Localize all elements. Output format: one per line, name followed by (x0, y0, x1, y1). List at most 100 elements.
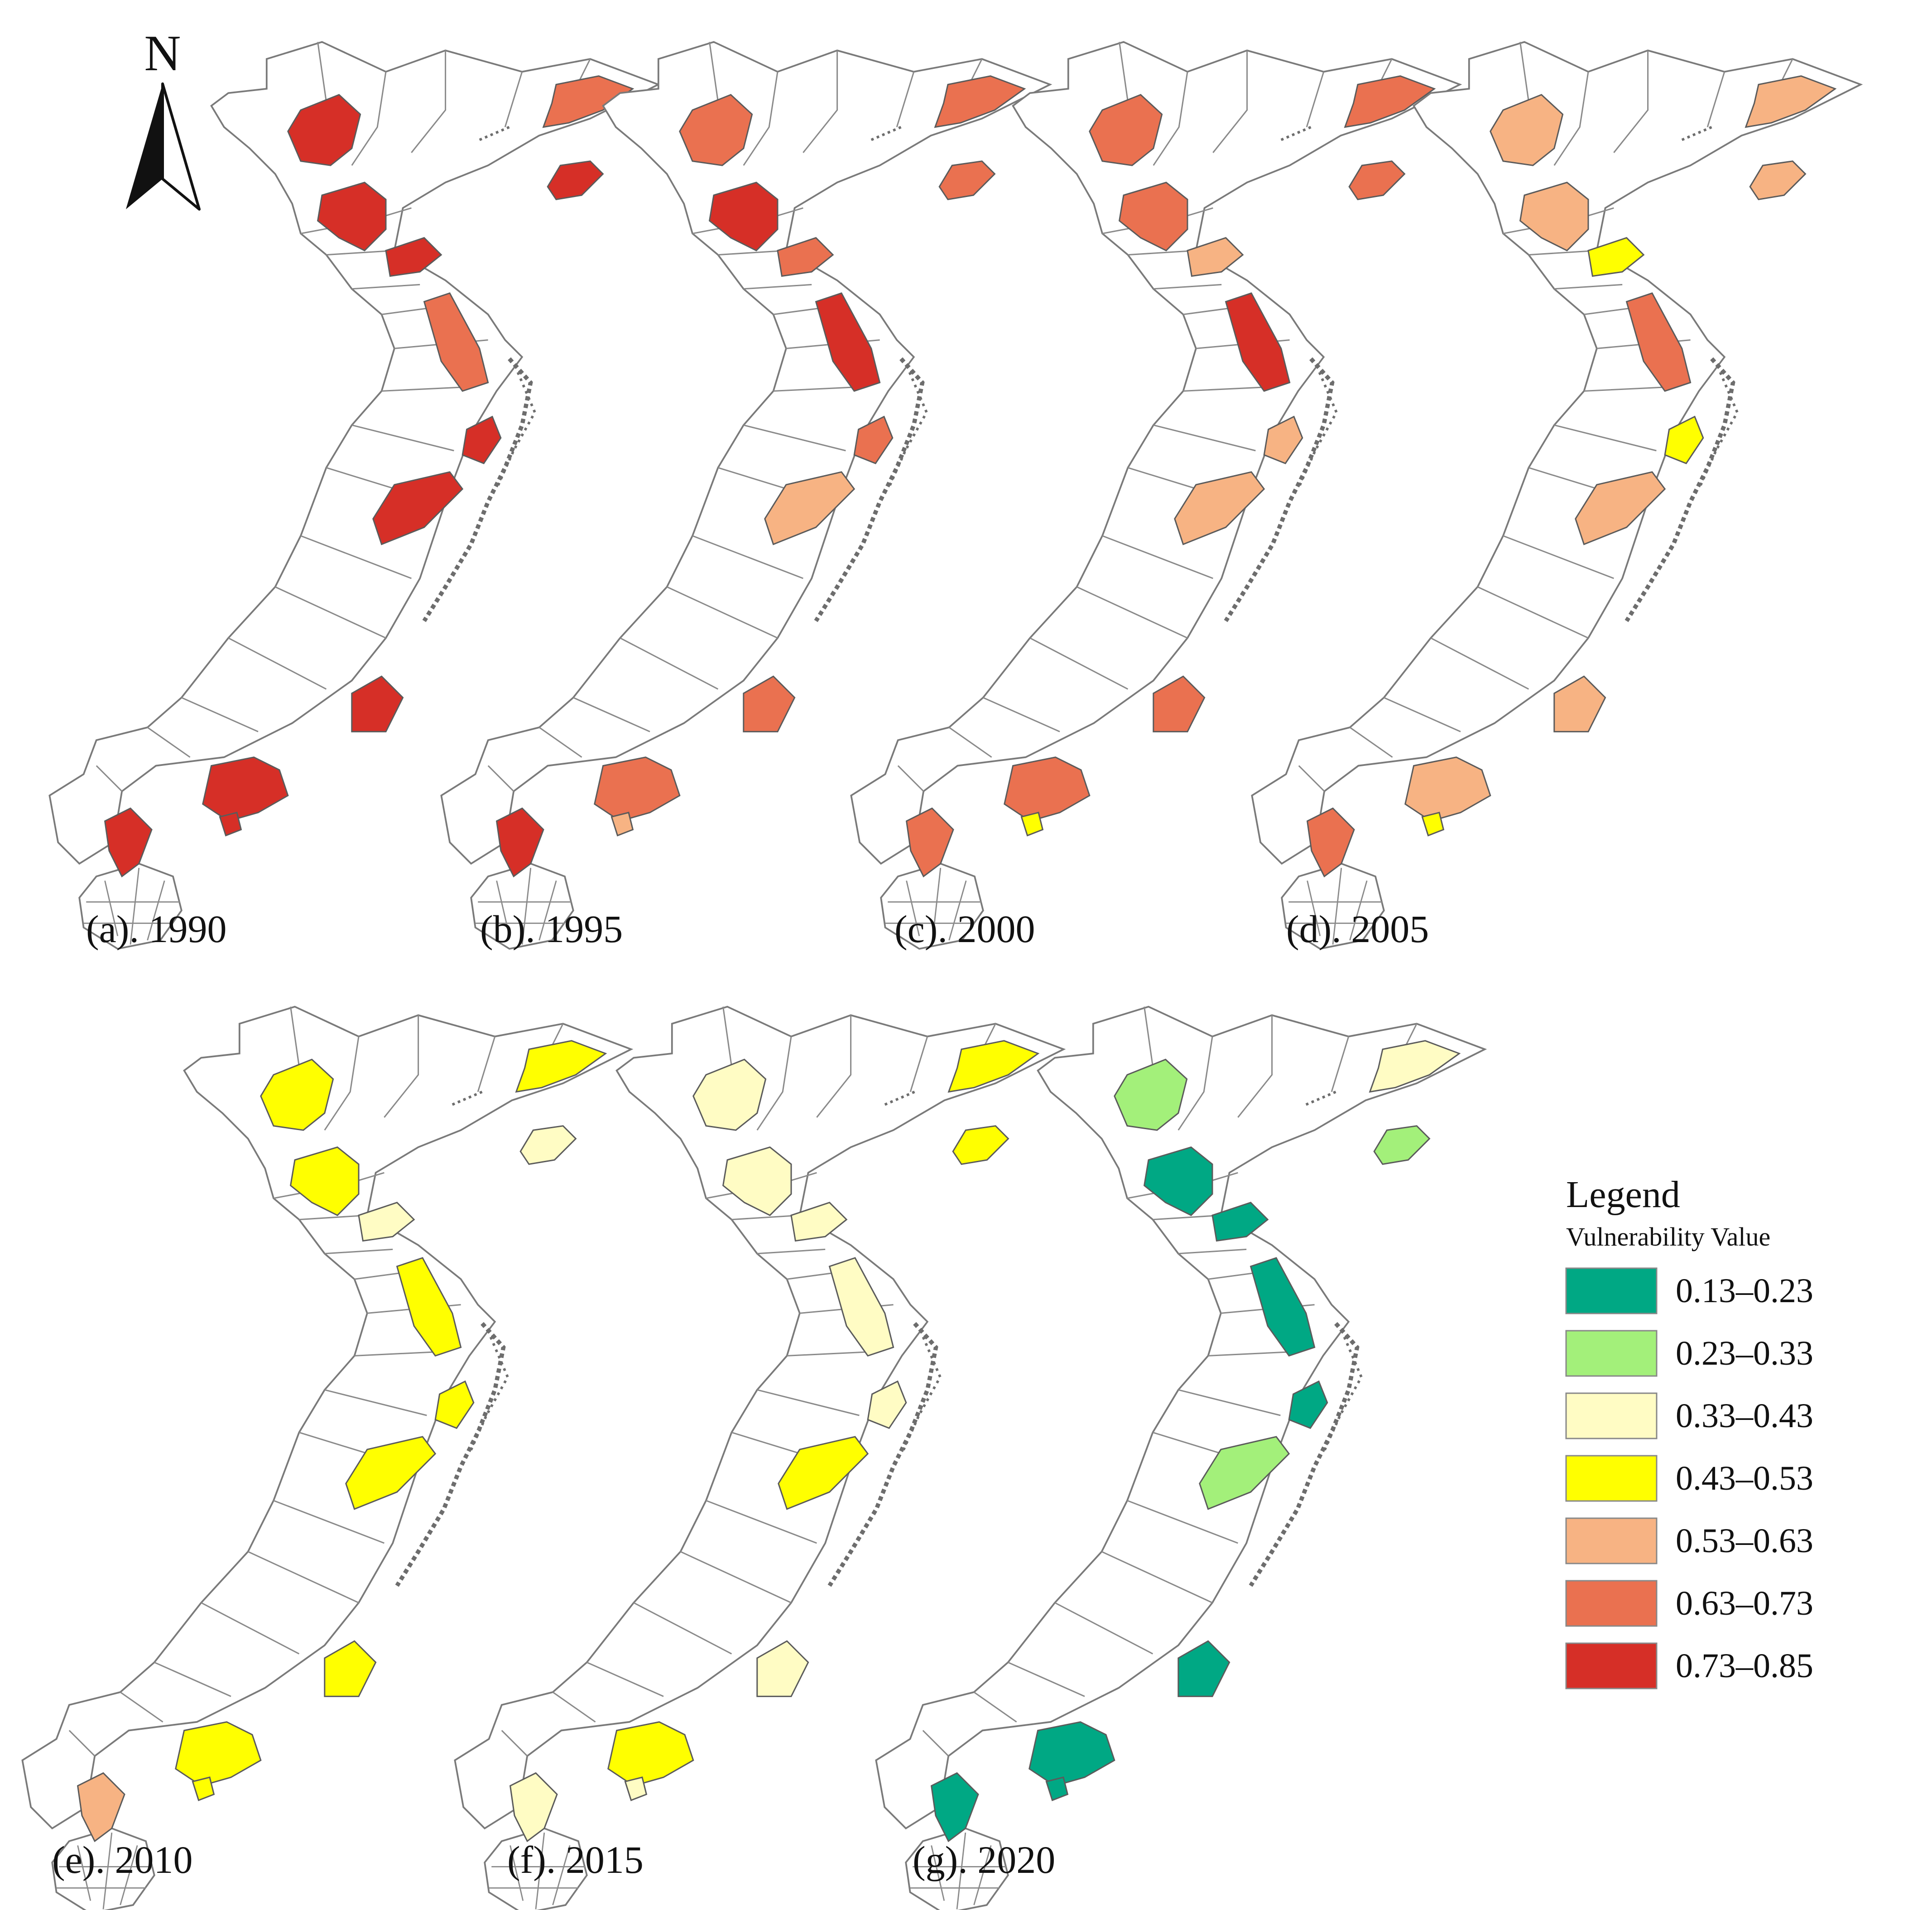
panel-label: (d). 2005 (1286, 907, 1429, 951)
prefecture-p8 (764, 471, 855, 545)
prefecture-p7 (434, 1380, 475, 1429)
prefecture-p10 (175, 1721, 262, 1787)
prefecture-p2 (515, 1040, 607, 1093)
map-panels: (a). 1990 (b). 1995 (c). 2000 (d). 2005 (e).… (22, 42, 1860, 1910)
prefecture-p7 (853, 415, 894, 465)
prefecture-p12 (509, 1772, 558, 1843)
legend-label: 0.13–0.23 (1676, 1272, 1813, 1310)
prefecture-p7 (867, 1380, 907, 1429)
legend-swatch (1565, 1267, 1658, 1314)
prefecture-p1 (679, 94, 753, 166)
prefecture-p5 (1587, 237, 1645, 277)
prefecture-p1 (260, 1058, 334, 1131)
panel-label: (f). 2015 (507, 1838, 644, 1881)
prefecture-p3 (1519, 182, 1589, 252)
north-arrow-right-half (161, 82, 201, 211)
prefecture-p11 (219, 812, 242, 837)
prefecture-p9 (324, 1640, 377, 1697)
prefecture-p2 (1369, 1040, 1461, 1093)
prefecture-p6 (1225, 292, 1291, 392)
legend-swatch (1565, 1517, 1658, 1564)
north-arrow-label: N (144, 25, 181, 82)
legend-label: 0.53–0.63 (1676, 1522, 1813, 1560)
prefecture-p10 (607, 1721, 694, 1787)
prefecture-p8 (778, 1436, 869, 1510)
legend-swatch (1565, 1330, 1658, 1377)
legend-label: 0.23–0.33 (1676, 1334, 1813, 1372)
prefecture-p5 (790, 1202, 848, 1242)
prefecture-p5 (1211, 1202, 1269, 1242)
north-arrow: N (126, 25, 201, 211)
legend-label: 0.73–0.85 (1676, 1647, 1813, 1685)
prefecture-p6 (1625, 292, 1692, 392)
prefecture-p4 (1348, 160, 1406, 201)
prefecture-p12 (905, 807, 954, 878)
prefecture-p4 (938, 160, 996, 201)
prefecture-p11 (1421, 812, 1445, 837)
prefecture-p11 (1020, 812, 1044, 837)
legend-items: 0.13–0.23 0.23–0.33 0.33–0.43 0.43–0.53 0.53… (1565, 1267, 1813, 1689)
prefecture-p2 (947, 1040, 1040, 1093)
map-panel-1 (49, 42, 658, 949)
legend-label: 0.33–0.43 (1676, 1397, 1813, 1435)
prefecture-p10 (1028, 1721, 1115, 1787)
prefecture-p10 (1404, 756, 1491, 822)
prefecture-p7 (1288, 1380, 1328, 1429)
prefecture-p1 (1490, 94, 1564, 166)
prefecture-p9 (1153, 675, 1206, 732)
panel-label: (c). 2000 (894, 907, 1035, 951)
prefecture-p6 (828, 1257, 894, 1357)
prefecture-p1 (692, 1058, 767, 1131)
prefecture-p2 (1344, 75, 1436, 128)
panel-label: (e). 2010 (52, 1838, 192, 1881)
prefecture-p11 (624, 1776, 648, 1801)
legend-label: 0.43–0.53 (1676, 1459, 1813, 1497)
prefecture-p10 (594, 756, 681, 822)
panel-label: (b). 1995 (480, 907, 623, 951)
prefecture-p8 (1199, 1436, 1290, 1510)
map-panel-3 (851, 42, 1460, 949)
prefecture-p7 (1664, 415, 1704, 465)
prefecture-p5 (385, 237, 442, 277)
prefecture-p7 (461, 415, 502, 465)
prefecture-p3 (317, 182, 387, 252)
prefecture-p3 (289, 1146, 360, 1217)
prefecture-p11 (610, 812, 634, 837)
panel-label: (a). 1990 (86, 907, 226, 951)
prefecture-p6 (396, 1257, 462, 1357)
legend-title: Legend (1566, 1174, 1680, 1216)
prefecture-p4 (519, 1125, 577, 1165)
prefecture-p11 (1045, 1776, 1069, 1801)
prefecture-p6 (423, 292, 489, 392)
legend-swatch (1565, 1580, 1658, 1627)
prefecture-p8 (345, 1436, 437, 1510)
prefecture-p9 (351, 675, 404, 732)
prefecture-p9 (1553, 675, 1606, 732)
prefecture-p2 (1745, 75, 1837, 128)
prefecture-p12 (930, 1772, 979, 1843)
prefecture-p2 (934, 75, 1026, 128)
prefecture-p2 (542, 75, 634, 128)
map-panel-4 (1252, 42, 1860, 949)
prefecture-p3 (1143, 1146, 1213, 1217)
prefecture-p12 (495, 807, 544, 878)
legend-subtitle: Vulnerability Value (1566, 1222, 1770, 1251)
map-panel-7 (876, 1007, 1485, 1910)
prefecture-p10 (202, 756, 289, 822)
prefecture-p12 (104, 807, 153, 878)
legend: Legend Vulnerability Value 0.13–0.23 0.23… (1565, 1174, 1813, 1689)
prefecture-p5 (1187, 237, 1244, 277)
prefecture-p9 (743, 675, 796, 732)
prefecture-p7 (1263, 415, 1303, 465)
prefecture-p6 (1250, 1257, 1316, 1357)
prefecture-p5 (777, 237, 834, 277)
map-panel-5 (22, 1007, 631, 1910)
prefecture-p4 (1373, 1125, 1431, 1165)
prefecture-p8 (1575, 471, 1666, 545)
prefecture-p1 (287, 94, 361, 166)
prefecture-p12 (1306, 807, 1355, 878)
panel-label: (g). 2020 (913, 1838, 1055, 1881)
legend-swatch (1565, 1392, 1658, 1439)
prefecture-p9 (756, 1640, 809, 1697)
